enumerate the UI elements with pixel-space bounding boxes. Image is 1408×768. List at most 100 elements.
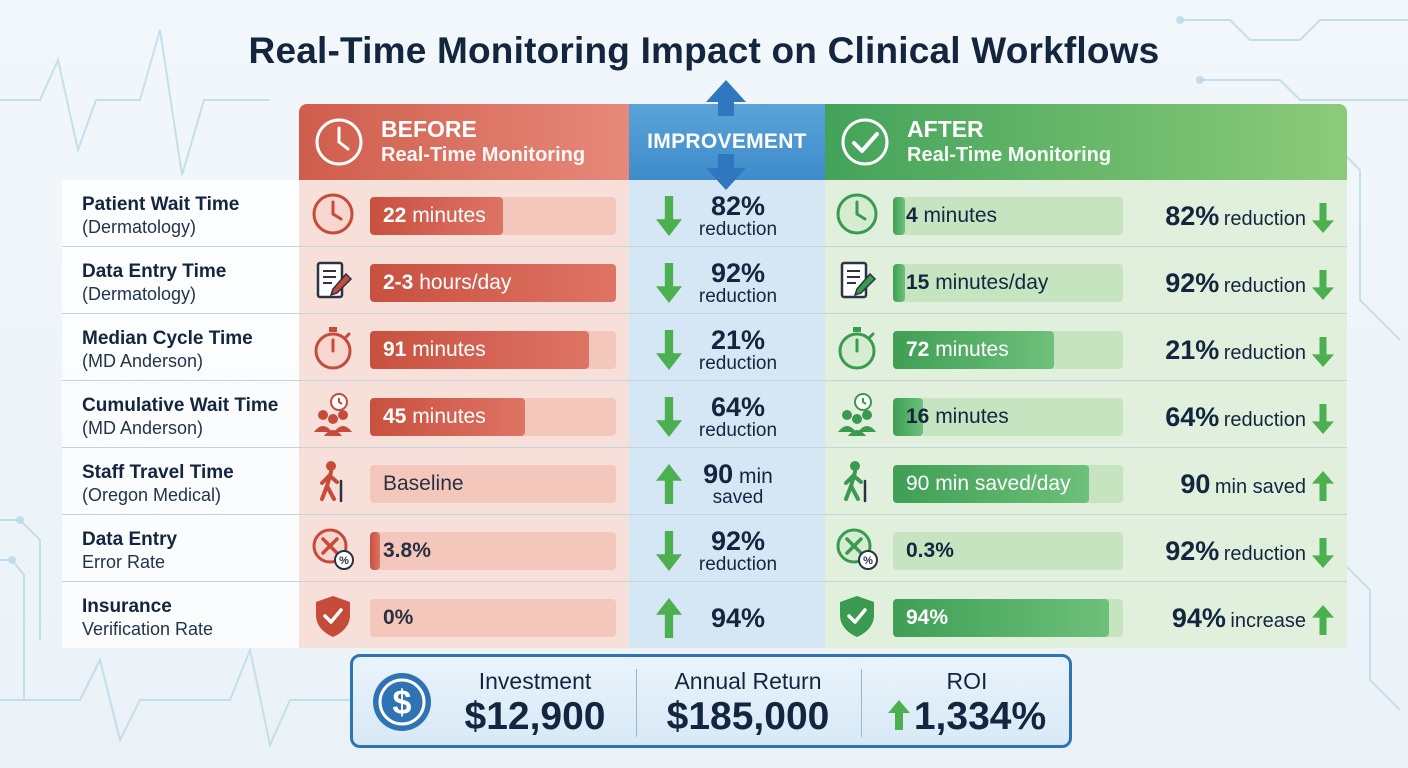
result-summary: 94% increase: [1128, 599, 1334, 637]
down-arrow-icon: [1312, 336, 1334, 367]
after-value-unit: 90 min saved/day: [906, 472, 1071, 495]
investment-cell: Investment $12,900: [445, 667, 625, 739]
up-arrow-icon: [887, 699, 910, 730]
before-value-number: 0%: [383, 606, 414, 629]
table-row: Data Entry Error Rate % 3.8% 92% reducti…: [62, 515, 1347, 582]
divider: [861, 669, 862, 737]
divider: [636, 669, 637, 737]
result-word: reduction: [1223, 409, 1306, 431]
improvement-value: 64%: [688, 393, 788, 424]
up-arrow-icon: [656, 598, 682, 638]
result-summary: 92% reduction: [1128, 264, 1334, 302]
before-bar: 0%: [370, 599, 616, 637]
improvement-value: 21%: [688, 326, 788, 357]
clock-icon: [312, 193, 354, 235]
metric-source: (MD Anderson): [82, 351, 204, 371]
before-header-title: BEFORE: [381, 116, 477, 142]
metric-source: Verification Rate: [82, 619, 214, 639]
down-arrow-icon: [1312, 537, 1334, 568]
page-title: Real-Time Monitoring Impact on Clinical …: [248, 30, 1160, 71]
metric-source: (Oregon Medical): [82, 485, 222, 505]
result-value: 90: [1180, 469, 1211, 499]
after-value-number: 94%: [906, 606, 949, 629]
metric-name: Patient Wait Time: [82, 194, 240, 215]
after-value: 94%: [906, 599, 948, 637]
before-header: BEFORE Real-Time Monitoring: [299, 104, 629, 180]
walking-person-icon: [844, 461, 867, 503]
investment-label: Investment: [478, 668, 592, 694]
before-value: 0%: [383, 599, 413, 637]
metric-name: Data Entry Time: [82, 261, 227, 282]
metric-label: Patient Wait Time (Dermatology): [82, 193, 302, 238]
after-bar: 72 minutes: [893, 331, 1123, 369]
before-value-number: 91: [383, 338, 407, 361]
svg-text:$: $: [393, 684, 412, 722]
improvement-cell: 21% reduction: [656, 326, 786, 376]
after-bar-fill: [893, 398, 923, 436]
annual-return-label: Annual Return: [674, 668, 822, 694]
improvement-value: 94%: [688, 604, 788, 635]
roi-value-wrap: 1,334%: [869, 695, 1065, 739]
double-arrow-icon: [706, 80, 746, 190]
roi-label: ROI: [946, 668, 988, 694]
down-arrow-icon: [656, 196, 682, 236]
before-bar-fill: [370, 331, 589, 369]
investment-value: $12,900: [464, 695, 606, 738]
people-clock-icon: [838, 393, 876, 436]
after-value-number: 4: [906, 204, 918, 227]
svg-text:%: %: [339, 555, 349, 567]
before-value: 2-3 hours/day: [383, 264, 511, 302]
improvement-caption: reduction: [698, 219, 778, 240]
before-value-unit: minutes: [406, 338, 486, 361]
after-bar-fill: [893, 465, 1089, 503]
down-arrow-icon: [656, 531, 682, 571]
result-summary: 92% reduction: [1128, 532, 1334, 570]
improvement-number: 94%: [710, 603, 766, 633]
metric-name: Insurance: [82, 596, 172, 617]
improvement-cell: 82% reduction: [656, 192, 786, 242]
metric-name: Median Cycle Time: [82, 328, 253, 349]
document-pencil-icon: [840, 261, 877, 299]
after-bar: 15 minutes/day: [893, 264, 1123, 302]
result-word: reduction: [1223, 275, 1306, 297]
metric-name: Staff Travel Time: [82, 462, 234, 483]
after-value: 0.3%: [906, 532, 954, 570]
improvement-number: 92%: [710, 258, 766, 288]
after-value-unit: minutes: [929, 405, 1009, 428]
before-value: 45 minutes: [383, 398, 486, 436]
before-bar-fill: [370, 532, 380, 570]
table-row: Median Cycle Time (MD Anderson) 91 minut…: [62, 314, 1347, 381]
improvement-value: 92%: [688, 527, 788, 558]
row-divider: [62, 313, 1347, 314]
down-arrow-icon: [1312, 202, 1334, 233]
table-row: Patient Wait Time (Dermatology) 22 minut…: [62, 180, 1347, 247]
error-percent-icon: %: [836, 528, 878, 570]
after-bar: 4 minutes: [893, 197, 1123, 235]
metric-label: Insurance Verification Rate: [82, 595, 302, 640]
walking-person-icon: [320, 461, 343, 503]
improvement-caption: saved: [712, 487, 764, 508]
improvement-number: 90: [703, 459, 734, 489]
metric-source: Error Rate: [82, 552, 166, 572]
dollar-icon: $: [373, 673, 431, 731]
row-divider: [62, 447, 1347, 448]
before-value: Baseline: [383, 465, 464, 503]
improvement-header-title: IMPROVEMENT: [647, 130, 807, 153]
before-value: 91 minutes: [383, 331, 486, 369]
after-value: 90 min saved/day: [906, 465, 1071, 503]
up-arrow-icon: [1312, 470, 1334, 501]
result-word: reduction: [1223, 543, 1306, 565]
result-value: 21%: [1165, 335, 1220, 365]
up-arrow-icon: [1312, 604, 1334, 635]
improvement-number: 82%: [710, 191, 766, 221]
before-value: 22 minutes: [383, 197, 486, 235]
annual-return-cell: Annual Return $185,000: [643, 667, 853, 739]
before-value-number: 2-3: [383, 271, 414, 294]
metric-name: Cumulative Wait Time: [82, 395, 279, 416]
improvement-value: 90 min: [688, 460, 788, 491]
after-bar-fill: [893, 599, 1109, 637]
table-row: Insurance Verification Rate 0% 94% 94% 9…: [62, 582, 1347, 649]
result-word: increase: [1230, 610, 1306, 632]
result-value: 64%: [1165, 402, 1220, 432]
after-value-number: 0.3%: [906, 539, 954, 562]
